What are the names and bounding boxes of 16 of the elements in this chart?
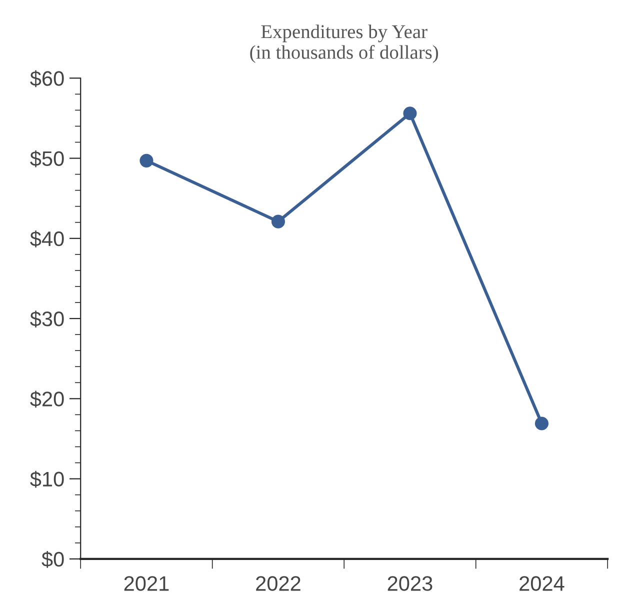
y-tick-label: $30 (30, 310, 64, 328)
x-tick-label: 2022 (256, 576, 300, 591)
y-tick-label: $50 (30, 150, 64, 168)
point (403, 106, 417, 120)
x-tick-label: 2021 (124, 576, 169, 591)
y-tick-label: $40 (30, 230, 64, 248)
point (140, 154, 154, 168)
x-tick-label: 2024 (520, 576, 564, 591)
point (271, 214, 285, 228)
x-tick-label: 2023 (388, 576, 432, 591)
point (534, 416, 548, 430)
y-tick-label: $0 (42, 551, 64, 568)
y-tick-label: $20 (30, 390, 64, 408)
y-tick-label: $10 (30, 470, 64, 488)
chart-title: Expenditures by Year (in thousands of dollars) (250, 24, 438, 63)
y-tick-label: $60 (30, 70, 64, 88)
